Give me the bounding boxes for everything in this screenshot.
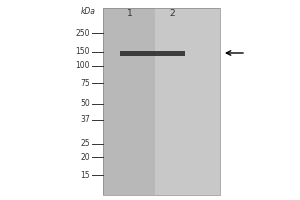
Bar bbox=[103, 8, 155, 195]
Text: 15: 15 bbox=[80, 170, 90, 180]
Text: kDa: kDa bbox=[81, 7, 96, 17]
Bar bbox=[120, 50, 185, 55]
Text: 50: 50 bbox=[80, 99, 90, 108]
Text: 20: 20 bbox=[80, 152, 90, 162]
Text: 37: 37 bbox=[80, 116, 90, 124]
Text: 1: 1 bbox=[127, 9, 133, 19]
Text: 75: 75 bbox=[80, 78, 90, 88]
Text: 2: 2 bbox=[169, 9, 175, 19]
Text: 150: 150 bbox=[76, 47, 90, 56]
Text: 100: 100 bbox=[76, 62, 90, 71]
Text: 250: 250 bbox=[76, 28, 90, 38]
Bar bbox=[103, 8, 220, 195]
Bar bbox=[155, 8, 220, 195]
Text: 25: 25 bbox=[80, 140, 90, 148]
